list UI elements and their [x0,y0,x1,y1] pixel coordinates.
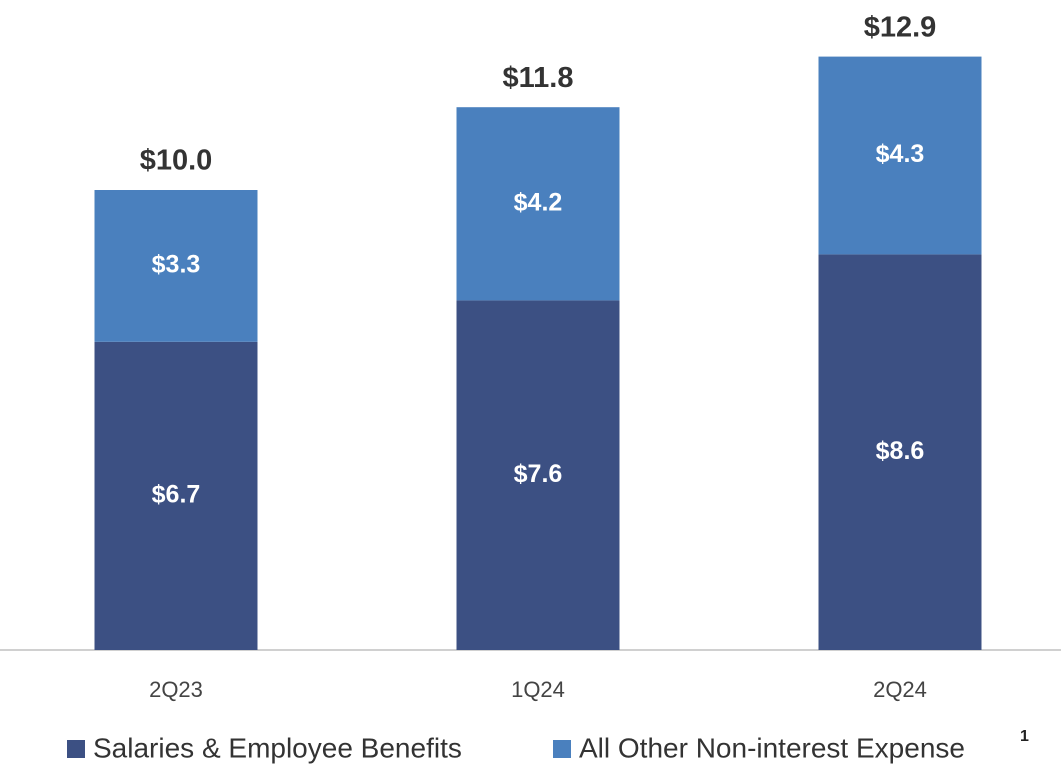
total-label: $11.8 [503,62,574,94]
total-label: $12.9 [864,11,937,43]
segment-label: $7.6 [514,460,563,488]
x-tick-label: 2Q24 [873,677,927,702]
segment-label: $3.3 [152,251,201,279]
segment-label: $6.7 [152,481,201,509]
legend-swatch [67,740,85,758]
legend-footnote: 1 [1020,728,1029,745]
bar-segment [818,56,982,255]
bar-segment [456,107,620,301]
bar-segment [456,300,620,650]
legend-label: All Other Non-interest Expense [579,732,965,763]
legend-swatch [553,740,571,758]
segment-label: $4.2 [514,188,563,216]
x-tick-label: 2Q23 [149,677,203,702]
x-tick-label: 1Q24 [511,677,565,702]
bar-segment [94,341,258,650]
bar-segment [818,254,982,650]
segment-label: $4.3 [876,140,925,168]
total-label: $10.0 [140,145,213,177]
segment-label: $8.6 [876,437,925,465]
bar-segment [94,190,258,342]
legend-label: Salaries & Employee Benefits [93,732,462,763]
